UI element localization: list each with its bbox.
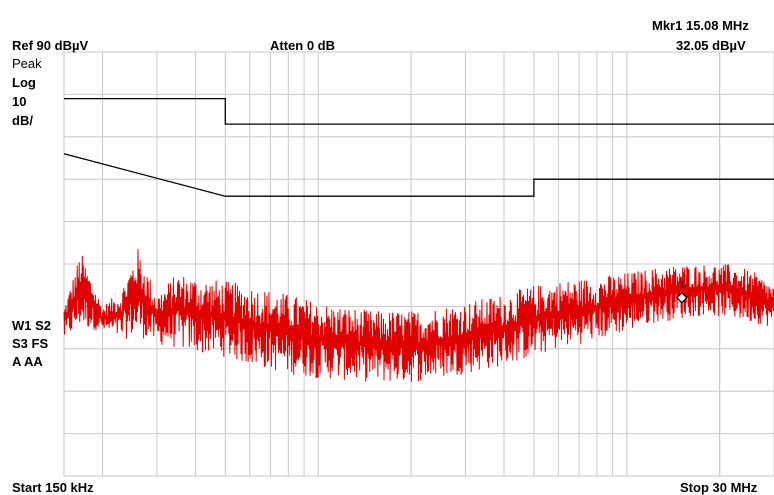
scale-type: Log xyxy=(12,75,36,90)
trace-mode-line3: A AA xyxy=(12,354,43,369)
start-frequency: Start 150 kHz xyxy=(12,480,94,495)
ref-level: Ref 90 dBµV xyxy=(12,38,89,53)
limit-lines xyxy=(63,97,774,197)
limit-line-average xyxy=(63,153,774,197)
trace-mode-line1: W1 S2 xyxy=(12,318,52,333)
measurement-trace xyxy=(63,249,774,382)
marker-number: 1 xyxy=(680,280,685,290)
plot-frame xyxy=(63,51,774,477)
trace-line xyxy=(63,249,774,382)
marker-1[interactable]: 1 xyxy=(675,280,688,304)
scale-value: 10 xyxy=(12,94,27,109)
stop-frequency: Stop 30 MHz xyxy=(680,480,758,495)
attenuation: Atten 0 dB xyxy=(270,38,335,53)
detector-mode: Peak xyxy=(12,56,42,71)
marker-readout-freq: Mkr1 15.08 MHz xyxy=(652,18,749,33)
plot-grid xyxy=(63,51,774,477)
marker-diamond xyxy=(675,291,688,304)
marker-readout-level: 32.05 dBµV xyxy=(676,38,746,53)
scale-unit: dB/ xyxy=(12,113,33,128)
trace-mode-line2: S3 FS xyxy=(12,336,49,351)
limit-line-quasi-peak xyxy=(64,97,774,125)
